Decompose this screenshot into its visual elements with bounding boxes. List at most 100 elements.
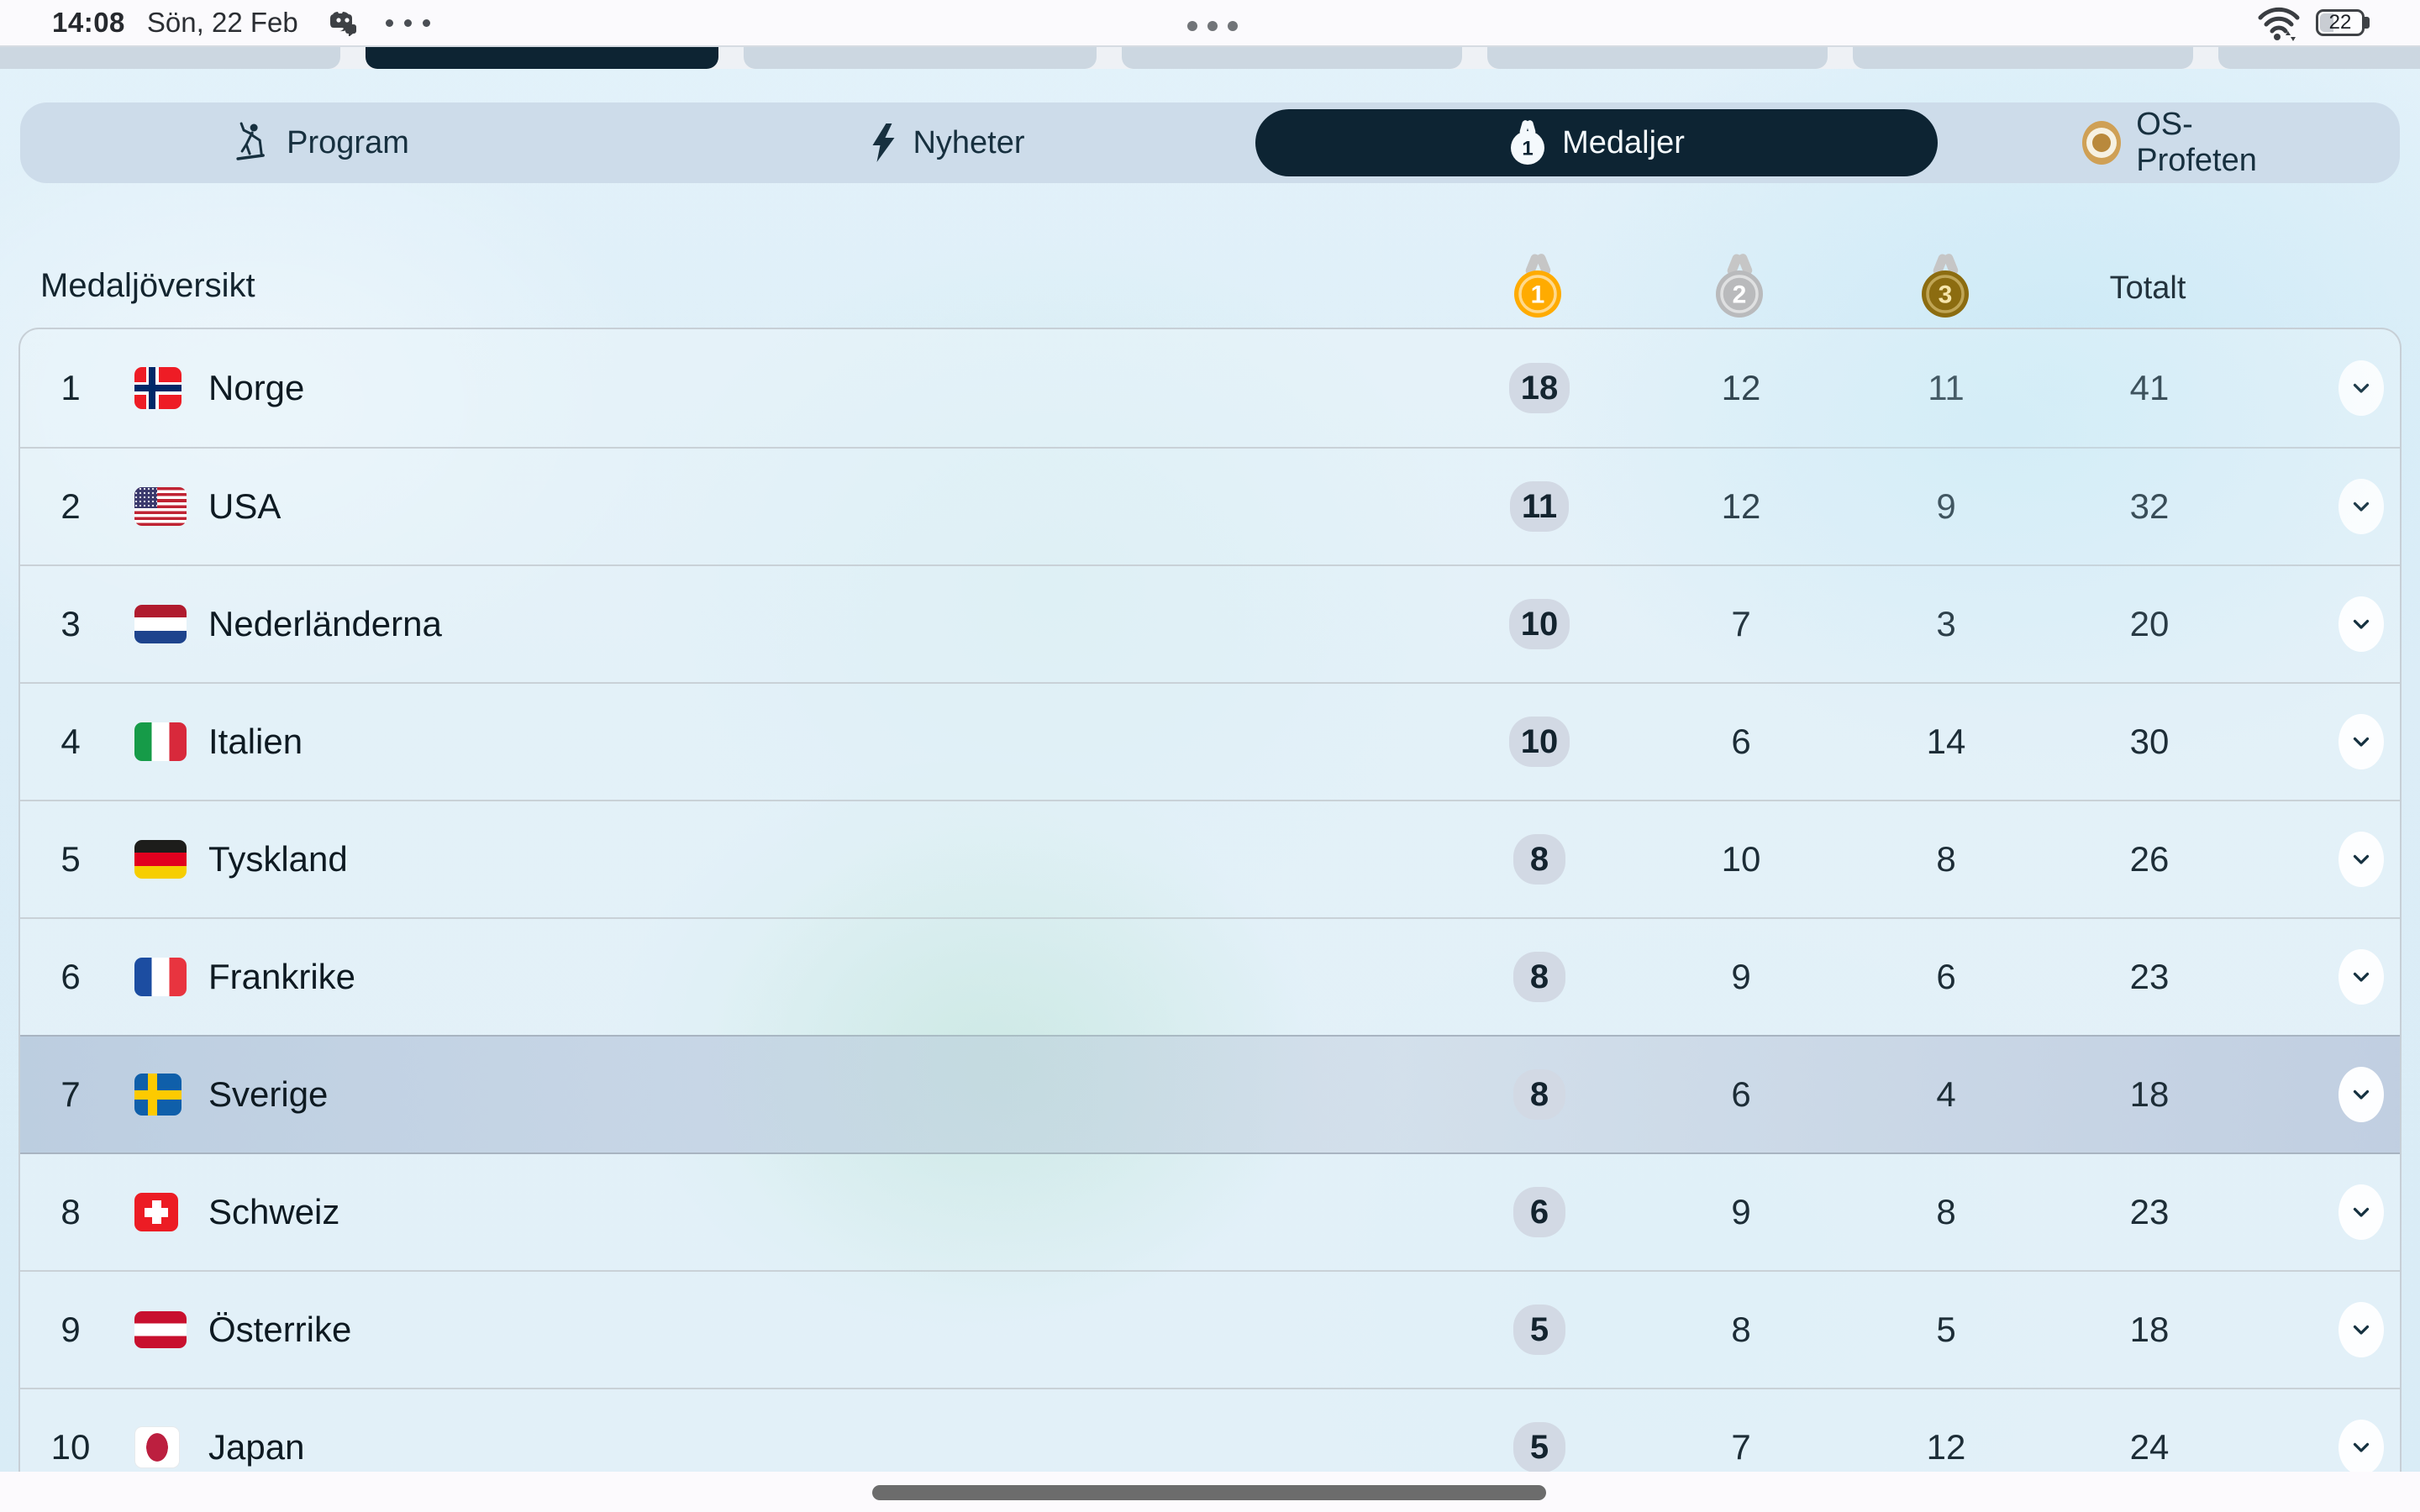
table-row[interactable]: 4 Italien 10 6 14 30 bbox=[20, 682, 2400, 800]
country-name: Italien bbox=[208, 722, 303, 761]
silver-count: 8 bbox=[1731, 1310, 1751, 1349]
bronze-count: 11 bbox=[1928, 368, 1965, 407]
bronze-count: 14 bbox=[1926, 722, 1966, 761]
rank: 8 bbox=[60, 1192, 81, 1231]
country-flag bbox=[134, 840, 187, 879]
silver-count: 6 bbox=[1731, 1074, 1751, 1114]
country-flag bbox=[134, 367, 182, 409]
clock: 14:08 bbox=[52, 7, 125, 38]
silver-count: 10 bbox=[1721, 839, 1761, 879]
chevron-down-icon bbox=[2353, 972, 2370, 982]
table-row[interactable]: 9 Österrike 5 8 5 18 bbox=[20, 1270, 2400, 1388]
total-column-header: Totalt bbox=[2109, 270, 2186, 306]
medal-icon: 1 bbox=[1508, 119, 1547, 166]
expand-row-button[interactable] bbox=[2338, 1302, 2384, 1357]
expand-row-button[interactable] bbox=[2338, 1184, 2384, 1240]
background-tab-chip[interactable] bbox=[744, 47, 1097, 69]
target-icon bbox=[2082, 121, 2122, 165]
rank: 4 bbox=[60, 722, 81, 761]
table-row[interactable]: 3 Nederländerna 10 7 3 20 bbox=[20, 564, 2400, 682]
silver-medal-icon: 2 bbox=[1716, 254, 1763, 318]
battery-percent: 22 bbox=[2328, 11, 2352, 34]
tab-os-profeten[interactable]: OS-Profeten bbox=[2082, 102, 2294, 183]
medal-table-body: 1 Norge 18 12 11 41 2 USA 11 12 9 32 3 N… bbox=[20, 329, 2400, 1505]
table-row[interactable]: 2 USA 11 12 9 32 bbox=[20, 447, 2400, 564]
navigation-strip bbox=[0, 1472, 2420, 1512]
country-flag bbox=[134, 722, 187, 761]
background-tab-chip[interactable] bbox=[0, 47, 340, 69]
country-name: Nederländerna bbox=[208, 604, 442, 643]
total-count: 23 bbox=[2129, 1192, 2170, 1231]
expand-row-button[interactable] bbox=[2338, 479, 2384, 534]
chevron-down-icon bbox=[2353, 1325, 2370, 1335]
tab-program[interactable]: Program bbox=[233, 102, 409, 183]
section-tab-bar: Program Nyheter 1 Medaljer OS-Profeten bbox=[20, 102, 2400, 183]
table-row[interactable]: 6 Frankrike 8 9 6 23 bbox=[20, 917, 2400, 1035]
country-flag bbox=[134, 1193, 178, 1231]
total-count: 30 bbox=[2129, 722, 2170, 761]
silver-count: 7 bbox=[1731, 604, 1751, 643]
table-row[interactable]: 1 Norge 18 12 11 41 bbox=[20, 329, 2400, 447]
expand-row-button[interactable] bbox=[2338, 596, 2384, 652]
svg-text:3: 3 bbox=[1939, 281, 1953, 309]
country-flag bbox=[134, 487, 187, 526]
background-tab-chip[interactable] bbox=[1122, 47, 1462, 69]
svg-text:1: 1 bbox=[1531, 281, 1545, 309]
background-tab-chip[interactable] bbox=[2218, 47, 2420, 69]
expand-row-button[interactable] bbox=[2338, 1067, 2384, 1122]
expand-row-button[interactable] bbox=[2338, 1420, 2384, 1475]
chevron-down-icon bbox=[2353, 501, 2370, 512]
rank: 3 bbox=[60, 604, 81, 643]
expand-row-button[interactable] bbox=[2338, 714, 2384, 769]
bronze-count: 3 bbox=[1936, 604, 1956, 643]
total-count: 41 bbox=[2129, 368, 2170, 407]
chevron-down-icon bbox=[2353, 619, 2370, 629]
chevron-down-icon bbox=[2353, 383, 2370, 393]
table-row[interactable]: 5 Tyskland 8 10 8 26 bbox=[20, 800, 2400, 917]
multiwindow-handle-icon[interactable] bbox=[1187, 21, 1238, 31]
total-count: 23 bbox=[2129, 957, 2170, 996]
country-flag bbox=[134, 1311, 187, 1348]
silver-count: 9 bbox=[1731, 1192, 1751, 1231]
bronze-count: 5 bbox=[1936, 1310, 1956, 1349]
rank: 5 bbox=[60, 839, 81, 879]
table-row[interactable]: 7 Sverige 8 6 4 18 bbox=[20, 1035, 2400, 1152]
background-tab-chip-active[interactable] bbox=[366, 47, 718, 69]
date: Sön, 22 Feb bbox=[146, 7, 298, 38]
medal-table: 1 Norge 18 12 11 41 2 USA 11 12 9 32 3 N… bbox=[18, 328, 2402, 1512]
silver-count: 12 bbox=[1721, 486, 1761, 526]
expand-row-button[interactable] bbox=[2338, 949, 2384, 1005]
overflow-dots-icon bbox=[385, 18, 430, 27]
silver-count: 6 bbox=[1731, 722, 1751, 761]
country-name: Tyskland bbox=[208, 839, 348, 879]
gold-count: 5 bbox=[1513, 1305, 1565, 1355]
tab-nyheter[interactable]: Nyheter bbox=[869, 102, 1025, 183]
rank: 6 bbox=[60, 957, 81, 996]
battery-icon: 22 bbox=[2316, 9, 2370, 36]
gold-count: 8 bbox=[1513, 834, 1565, 885]
table-row[interactable]: 8 Schweiz 6 9 8 23 bbox=[20, 1152, 2400, 1270]
tab-medaljer-selected[interactable]: 1 Medaljer bbox=[1255, 109, 1938, 176]
lightning-icon bbox=[869, 123, 897, 163]
background-tab-chip[interactable] bbox=[1853, 47, 2193, 69]
chevron-down-icon bbox=[2353, 1442, 2370, 1452]
country-flag bbox=[134, 605, 187, 643]
expand-row-button[interactable] bbox=[2338, 360, 2384, 416]
discord-notification-icon bbox=[329, 9, 359, 36]
gold-count: 8 bbox=[1513, 1069, 1565, 1120]
gesture-handle[interactable] bbox=[872, 1485, 1546, 1500]
svg-text:2: 2 bbox=[1733, 281, 1747, 309]
total-count: 18 bbox=[2129, 1074, 2170, 1114]
expand-row-button[interactable] bbox=[2338, 832, 2384, 887]
country-name: Norge bbox=[208, 368, 305, 407]
country-name: Frankrike bbox=[208, 957, 356, 996]
background-tab-chip[interactable] bbox=[1487, 47, 1828, 69]
gold-count: 8 bbox=[1513, 952, 1565, 1002]
rank: 1 bbox=[60, 368, 81, 407]
chevron-down-icon bbox=[2353, 737, 2370, 747]
total-count: 18 bbox=[2129, 1310, 2170, 1349]
total-count: 32 bbox=[2129, 486, 2170, 526]
tab-label: OS-Profeten bbox=[2136, 107, 2257, 178]
silver-count: 9 bbox=[1731, 957, 1751, 996]
country-name: USA bbox=[208, 486, 281, 526]
